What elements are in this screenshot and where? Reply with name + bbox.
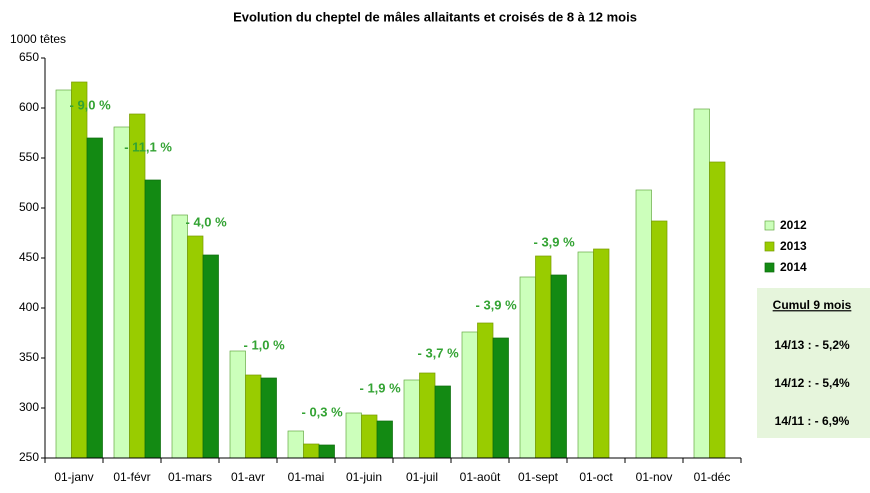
annotation: - 1,0 % — [244, 337, 286, 352]
bar — [71, 81, 88, 459]
x-tick-label: 01-janv — [54, 470, 93, 484]
legend-label: 2013 — [780, 239, 807, 253]
y-tick-label: 350 — [19, 350, 39, 364]
bar — [187, 235, 204, 459]
bar — [477, 322, 494, 459]
legend-label: 2014 — [780, 260, 807, 274]
bar — [345, 412, 362, 459]
bar — [260, 377, 277, 459]
y-tick-label: 250 — [19, 450, 39, 464]
annotation: - 3,9 % — [476, 297, 518, 312]
chart-title: Evolution du cheptel de mâles allaitants… — [233, 9, 637, 24]
bar — [635, 189, 652, 459]
x-tick-label: 01-juin — [346, 470, 382, 484]
y-tick-label: 650 — [19, 50, 39, 64]
bar — [550, 274, 567, 459]
summary-line: 14/13 : - 5,2% — [774, 338, 850, 352]
y-tick-label: 500 — [19, 200, 39, 214]
y-tick-label: 600 — [19, 100, 39, 114]
bar — [376, 420, 393, 459]
annotation: - 0,3 % — [302, 404, 344, 419]
bar — [113, 126, 130, 459]
annotation: - 3,7 % — [418, 345, 460, 360]
bar — [419, 372, 436, 459]
bar — [318, 444, 335, 459]
annotation: - 4,0 % — [186, 214, 228, 229]
x-tick-label: 01-mars — [168, 470, 212, 484]
summary-line: 14/12 : - 5,4% — [774, 376, 850, 390]
summary-title: Cumul 9 mois — [773, 298, 852, 312]
x-tick-label: 01-août — [460, 470, 501, 484]
bar — [287, 430, 304, 459]
bar — [434, 385, 451, 459]
summary-line: 14/11 : - 6,9% — [775, 414, 850, 428]
bar — [693, 108, 710, 459]
legend-label: 2012 — [780, 218, 807, 232]
x-tick-label: 01-juil — [406, 470, 438, 484]
y-tick-label: 450 — [19, 250, 39, 264]
bar — [492, 337, 509, 459]
y-tick-label: 300 — [19, 400, 39, 414]
x-tick-label: 01-oct — [579, 470, 613, 484]
legend-swatch — [764, 220, 775, 231]
bar — [519, 276, 536, 459]
bar — [229, 350, 246, 459]
annotation: - 9,0 % — [70, 97, 112, 112]
legend-swatch — [764, 262, 775, 273]
x-tick-label: 01-nov — [636, 470, 673, 484]
bar — [171, 214, 188, 459]
bar — [593, 248, 610, 459]
annotation: - 3,9 % — [534, 234, 576, 249]
x-tick-label: 01-sept — [518, 470, 559, 484]
x-tick-label: 01-déc — [694, 470, 731, 484]
bar — [577, 251, 594, 459]
bar — [144, 179, 161, 459]
bar — [86, 137, 103, 459]
bar — [651, 220, 668, 459]
bar — [55, 89, 72, 459]
summary-box — [757, 288, 870, 438]
bar — [535, 255, 552, 459]
bar — [709, 161, 726, 459]
x-tick-label: 01-avr — [231, 470, 265, 484]
annotation: - 1,9 % — [360, 380, 402, 395]
bar — [403, 379, 420, 459]
bar — [245, 374, 262, 459]
annotation: - 11,1 % — [124, 139, 172, 154]
bar — [303, 443, 320, 459]
bar — [129, 113, 146, 459]
bar — [361, 414, 378, 459]
legend-swatch — [764, 241, 775, 252]
bar — [461, 331, 478, 459]
x-tick-label: 01-févr — [113, 470, 150, 484]
y-tick-label: 400 — [19, 300, 39, 314]
bar — [202, 254, 219, 459]
y-tick-label: 550 — [19, 150, 39, 164]
x-tick-label: 01-mai — [288, 470, 325, 484]
y-axis-label: 1000 têtes — [10, 32, 66, 46]
